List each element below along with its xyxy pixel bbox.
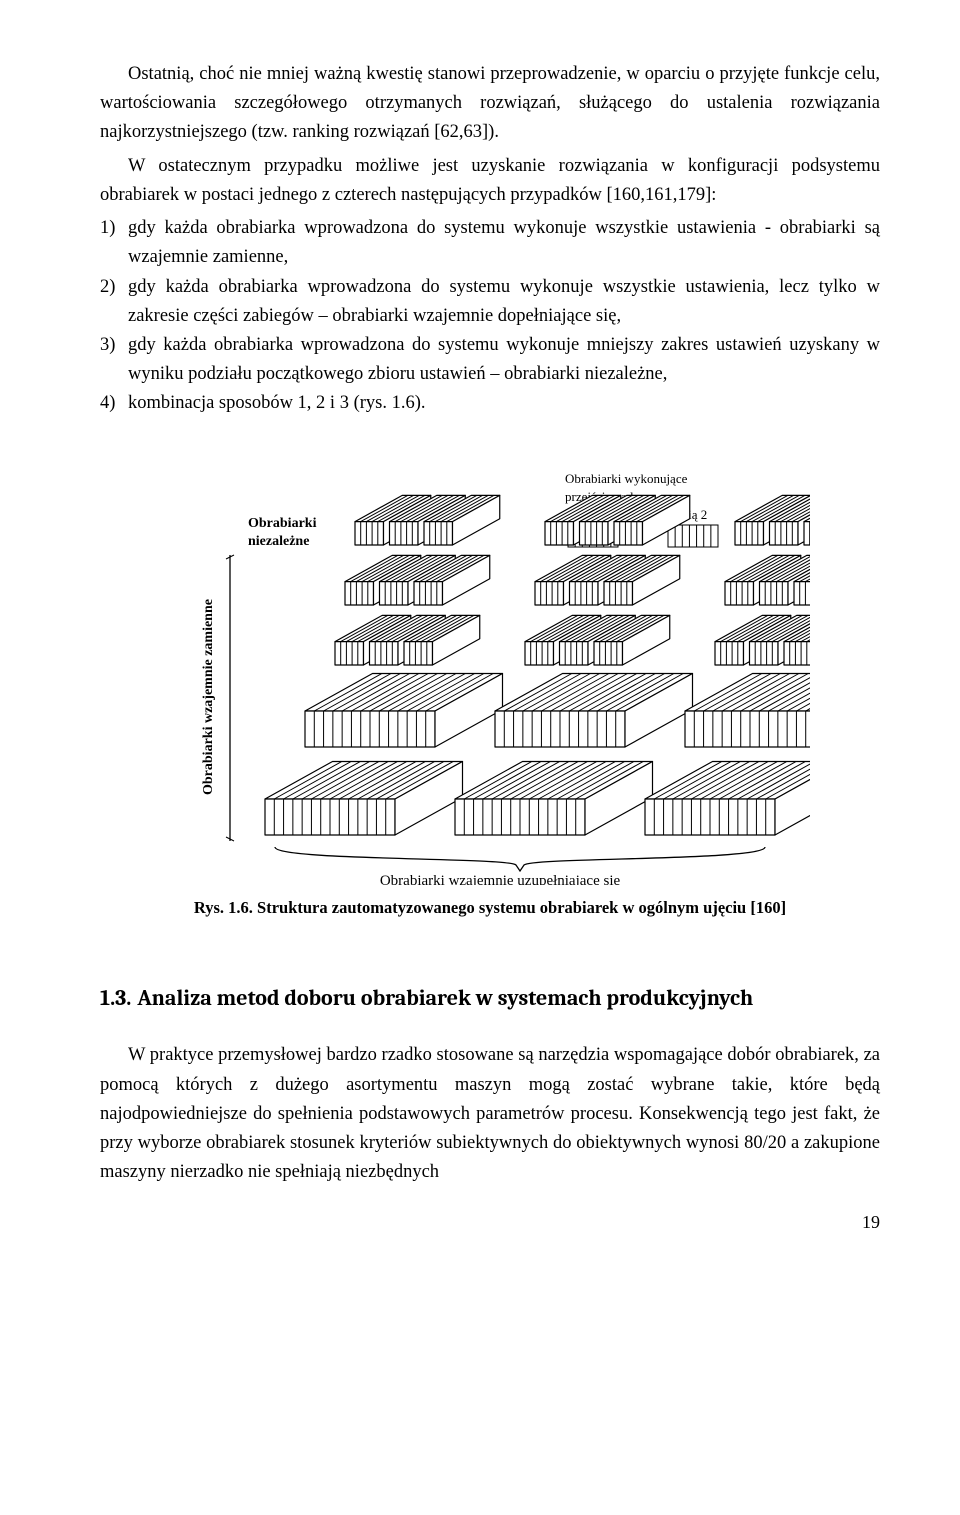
list-text: gdy każda obrabiarka wprowadzona do syst… xyxy=(128,214,880,272)
list-item-2: 2) gdy każda obrabiarka wprowadzona do s… xyxy=(100,273,880,331)
structure-diagram: Obrabiarki wzajemnie zamienne Obrabiarki n… xyxy=(170,455,810,885)
list-number: 2) xyxy=(100,273,128,302)
svg-text:Obrabiarki wykonujące: Obrabiarki wykonujące xyxy=(565,471,688,486)
list-text: kombinacja sposobów 1, 2 i 3 (rys. 1.6). xyxy=(128,389,880,418)
list-item-3: 3) gdy każda obrabiarka wprowadzona do s… xyxy=(100,331,880,389)
svg-text:Obrabiarki wzajemnie zamienne: Obrabiarki wzajemnie zamienne xyxy=(201,599,216,795)
paragraph-cases-lead: W ostatecznym przypadku możliwe jest uzy… xyxy=(100,152,880,210)
figure-1-6: Obrabiarki wzajemnie zamienne Obrabiarki n… xyxy=(100,455,880,885)
section-title: Analiza metod doboru obrabiarek w system… xyxy=(137,985,753,1011)
list-text: gdy każda obrabiarka wprowadzona do syst… xyxy=(128,331,880,389)
section-number: 1.3. xyxy=(100,985,131,1011)
list-text: gdy każda obrabiarka wprowadzona do syst… xyxy=(128,273,880,331)
list-item-1: 1) gdy każda obrabiarka wprowadzona do s… xyxy=(100,214,880,272)
list-number: 4) xyxy=(100,389,128,418)
list-number: 1) xyxy=(100,214,128,243)
svg-text:niezależne: niezależne xyxy=(248,534,309,549)
list-item-4: 4) kombinacja sposobów 1, 2 i 3 (rys. 1.… xyxy=(100,389,880,418)
paragraph-intro: Ostatnią, choć nie mniej ważną kwestię s… xyxy=(100,60,880,148)
list-number: 3) xyxy=(100,331,128,360)
page-number: 19 xyxy=(100,1208,880,1236)
svg-text:Obrabiarki wzajemnie uzupełnia: Obrabiarki wzajemnie uzupełniające się xyxy=(380,873,621,885)
figure-caption: Rys. 1.6. Struktura zautomatyzowanego sy… xyxy=(100,895,880,921)
section-1-3-heading: 1.3.Analiza metod doboru obrabiarek w sy… xyxy=(100,981,880,1016)
paragraph-sec-1-3: W praktyce przemysłowej bardzo rzadko st… xyxy=(100,1041,880,1187)
svg-text:Obrabiarki: Obrabiarki xyxy=(248,516,317,531)
